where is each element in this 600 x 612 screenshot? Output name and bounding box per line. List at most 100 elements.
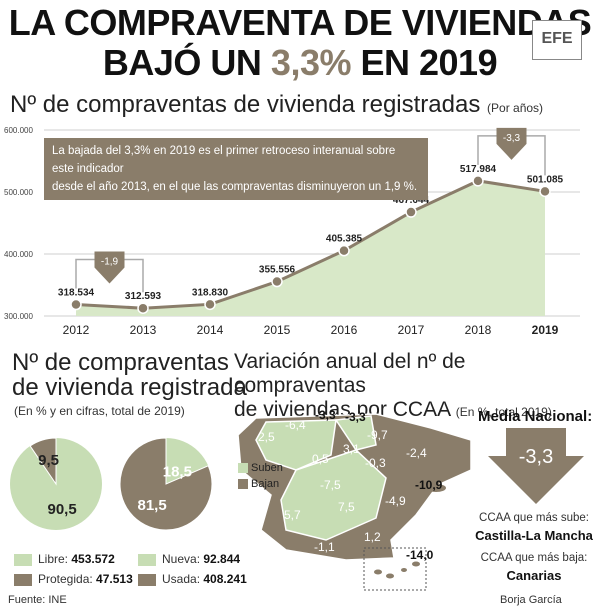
x-tick-label: 2013 [130,323,157,337]
annotation-label: -1,9 [101,257,119,268]
x-tick-label: 2017 [398,323,425,337]
pie-title: Nº de compraventas de vivienda registrad… [12,350,247,400]
series-line [75,179,546,310]
data-point [338,244,350,257]
area-fill [76,180,545,316]
map-region-value: -3,3 [315,408,336,422]
data-point [539,185,551,198]
title-post: EN 2019 [350,42,498,83]
line-chart-note: La bajada del 3,3% en 2019 es el primer … [44,138,428,200]
map-legend-down-label: Bajan [251,478,280,490]
map-region-value: 2,5 [258,430,275,444]
legend-swatch-nueva [138,553,156,566]
map-title-line2: de viviendas por CCAA (En %, total 2019) [234,398,600,424]
data-point [70,298,82,311]
data-label: 312.593 [125,291,162,302]
legend-libre: Libre: 453.572 [14,552,115,566]
map-region-value: 3,1 [343,442,360,456]
map-legend-up-label: Suben [251,462,283,474]
x-tick-label: 2012 [63,323,90,337]
spain-map [237,413,472,591]
map-region-value: -0,3 [365,456,386,470]
title-highlight: 3,3% [270,42,352,83]
line-chart-title-text: Nº de compraventas de vivienda registrad… [10,91,481,118]
legend-usada: Usada: 408.241 [138,572,247,586]
canarias-island-1 [374,569,382,575]
legend-libre-label: Libre: [38,552,69,566]
annotation-arrow-icon [496,127,527,160]
note-line-1: La bajada del 3,3% en 2019 es el primer … [52,145,396,175]
map-region-value: -2,4 [406,446,427,460]
legend-nueva-label: Nueva: [162,552,201,566]
title-pre: BAJÓ UN [102,42,271,83]
ccaa-baja-label: CCAA que más baja: [480,552,588,564]
ccaa-sube-label: CCAA que más sube: [479,512,589,524]
line-chart-title: Nº de compraventas de vivienda registrad… [10,92,543,121]
legend-swatch-usada [138,573,156,586]
map-region-value: -3,3 [345,410,366,424]
data-label: 467.644 [393,195,430,206]
map-region-value: -1,1 [314,540,335,554]
map-region-value: -14,0 [406,548,434,562]
y-tick-label: 500.000 [4,188,33,197]
legend-protegida-label: Protegida: [38,572,93,586]
legend-usada-value: 408.241 [203,572,247,586]
data-label: 318.830 [192,287,229,298]
pie-value-label: 9,5 [38,452,59,469]
legend-usada-label: Usada: [162,572,201,586]
main-title-line1: LA COMPRAVENTA DE VIVIENDAS [8,2,592,43]
map-region-value: 0,5 [312,452,329,466]
canarias-island-4 [412,561,420,567]
data-point [472,175,484,187]
map-region-value: -6,4 [285,418,306,432]
map-legend-up-swatch [238,463,248,474]
pie-charts: 9,5 90,5 81,5 18,5 [10,437,213,531]
pie-slice [119,437,213,531]
pie-value-label: 18,5 [163,464,192,481]
media-nacional-value: -3,3 [518,446,554,468]
map-region-north-east [334,415,377,451]
line-chart: 300.000 400.000 500.000 600.000 318.534 2012 3… [4,126,580,337]
data-point [405,206,417,218]
pie-title-line2: de vivienda registrada [12,374,247,401]
canarias-island-2 [386,573,394,579]
x-tick-label: 2019 [532,323,559,337]
efe-logo: EFE [532,20,582,60]
pie-title-line1: Nº de compraventas [12,349,229,376]
ccaa-sube-value: Castilla-La Mancha [475,528,593,543]
data-label: 355.556 [259,265,296,276]
x-tick-label: 2014 [197,323,224,337]
pie-value-label: 90,5 [47,501,76,518]
data-point [137,302,149,314]
data-point [271,275,283,288]
map-region-value: 1,2 [364,530,381,544]
map-region-center [280,449,387,541]
map-region-value: 5,7 [284,508,301,522]
note-line-2: desde el año 2013, en el que las comprav… [52,181,418,193]
legend-swatch-protegida [14,573,32,586]
ccaa-baja-value: Canarias [506,568,562,583]
map-subtitle: (En %, total 2019) [455,405,552,419]
map-region-value: -10,9 [415,478,443,492]
annotation-label: -3,3 [503,133,521,144]
map-region-value: -9,7 [367,428,388,442]
x-tick-label: 2016 [331,323,358,337]
map-legend-down-swatch [238,479,248,490]
map-region-value: -4,9 [385,494,406,508]
map-title-line1: Variación anual del nº de compraventas [234,350,466,397]
data-label: 501.085 [527,174,564,185]
source-footer: Fuente: INE [8,594,67,606]
baleares-island [426,484,446,492]
data-label: 318.534 [58,288,95,299]
media-nacional-arrow [488,428,584,504]
legend-protegida: Protegida: 47.513 [14,572,133,586]
map-title-line2-text: de viviendas por CCAA [234,398,450,421]
map-region-value: -7,5 [320,478,341,492]
legend-nueva: Nueva: 92.844 [138,552,240,566]
pie-subtitle: (En % y en cifras, total de 2019) [14,404,185,418]
map-legend-up: Suben [238,462,283,474]
annotation-arrow-icon [94,251,125,284]
main-title-line2: BAJÓ UN 3,3% EN 2019 [0,44,600,82]
map-region-value: 7,5 [338,500,355,514]
